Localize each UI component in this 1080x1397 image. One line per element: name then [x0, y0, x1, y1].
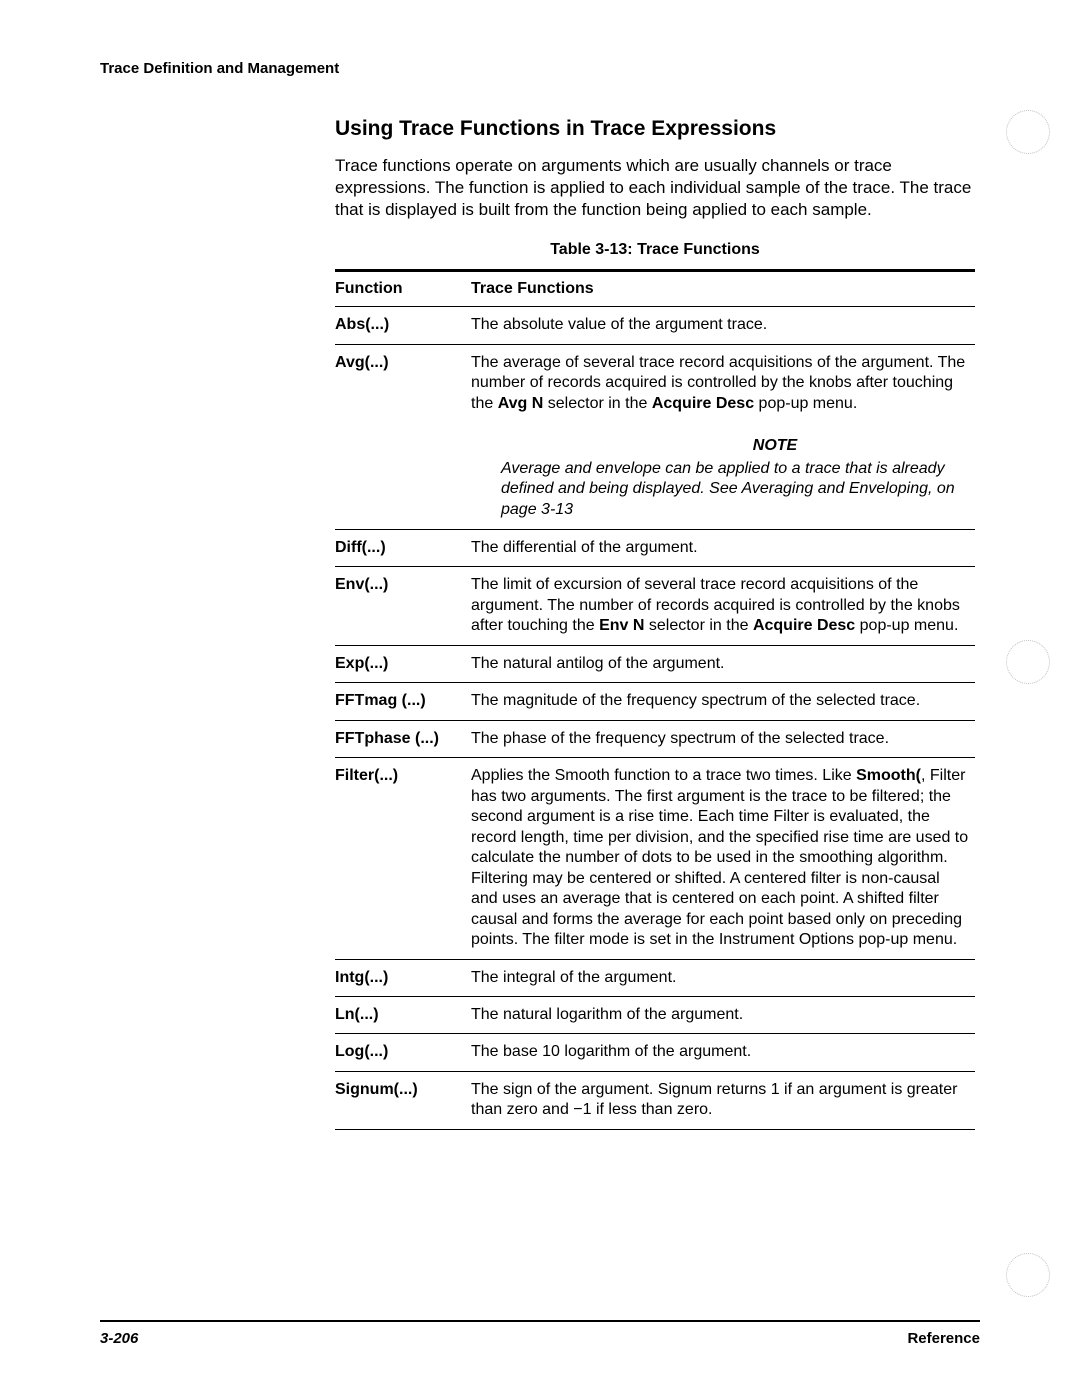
- table-row: Intg(...) The integral of the argument.: [335, 959, 975, 996]
- note-cell: NOTE Average and envelope can be applied…: [471, 422, 975, 529]
- fn-desc: The natural antilog of the argument.: [471, 645, 975, 682]
- table-row: Exp(...) The natural antilog of the argu…: [335, 645, 975, 682]
- punch-hole-icon: [1006, 1253, 1050, 1297]
- page-number: 3-206: [100, 1330, 138, 1347]
- text-span: Applies the Smooth function to a trace t…: [471, 767, 856, 784]
- fn-desc: Applies the Smooth function to a trace t…: [471, 758, 975, 959]
- table-row: Avg(...) The average of several trace re…: [335, 344, 975, 422]
- header-function: Function: [335, 271, 471, 307]
- punch-hole-icon: [1006, 640, 1050, 684]
- page: Trace Definition and Management Using Tr…: [0, 0, 1080, 1397]
- empty-cell: [335, 422, 471, 529]
- text-span: , Filter has two arguments. The first ar…: [471, 767, 968, 948]
- bold-span: Acquire Desc: [652, 395, 754, 412]
- table-row: FFTmag (...) The magnitude of the freque…: [335, 683, 975, 720]
- footer-ref: Reference: [907, 1330, 980, 1347]
- punch-hole-icon: [1006, 110, 1050, 154]
- fn-name: Intg(...): [335, 959, 471, 996]
- fn-desc: The average of several trace record acqu…: [471, 344, 975, 422]
- table-row: Ln(...) The natural logarithm of the arg…: [335, 996, 975, 1033]
- fn-name: Avg(...): [335, 344, 471, 422]
- table-row: Log(...) The base 10 logarithm of the ar…: [335, 1034, 975, 1071]
- fn-name: FFTphase (...): [335, 720, 471, 757]
- fn-desc: The base 10 logarithm of the argument.: [471, 1034, 975, 1071]
- fn-desc: The phase of the frequency spectrum of t…: [471, 720, 975, 757]
- fn-name: Ln(...): [335, 996, 471, 1033]
- header-desc: Trace Functions: [471, 271, 975, 307]
- table-caption: Table 3-13: Trace Functions: [335, 241, 975, 259]
- fn-desc: The differential of the argument.: [471, 530, 975, 567]
- text-span: pop-up menu.: [754, 395, 857, 412]
- bold-span: Acquire Desc: [753, 617, 855, 634]
- fn-desc: The integral of the argument.: [471, 959, 975, 996]
- note-label: NOTE: [581, 436, 969, 456]
- section-title: Using Trace Functions in Trace Expressio…: [335, 117, 975, 141]
- text-span: selector in the: [543, 395, 652, 412]
- note-block: NOTE Average and envelope can be applied…: [501, 436, 969, 521]
- fn-name: Env(...): [335, 567, 471, 645]
- table-row: FFTphase (...) The phase of the frequenc…: [335, 720, 975, 757]
- fn-name: Diff(...): [335, 530, 471, 567]
- content-column: Using Trace Functions in Trace Expressio…: [335, 117, 975, 1130]
- bold-span: Smooth(: [856, 767, 921, 784]
- table-row: Diff(...) The differential of the argume…: [335, 530, 975, 567]
- fn-desc: The natural logarithm of the argument.: [471, 996, 975, 1033]
- fn-desc: The sign of the argument. Signum returns…: [471, 1071, 975, 1129]
- fn-desc: The absolute value of the argument trace…: [471, 307, 975, 344]
- page-footer: 3-206 Reference: [100, 1320, 980, 1347]
- running-head: Trace Definition and Management: [100, 60, 980, 77]
- intro-paragraph: Trace functions operate on arguments whi…: [335, 155, 975, 221]
- bold-span: Env N: [599, 617, 644, 634]
- fn-name: Signum(...): [335, 1071, 471, 1129]
- fn-name: Filter(...): [335, 758, 471, 959]
- note-text: Average and envelope can be applied to a…: [501, 459, 969, 521]
- text-span: selector in the: [644, 617, 753, 634]
- fn-name: FFTmag (...): [335, 683, 471, 720]
- fn-name: Log(...): [335, 1034, 471, 1071]
- table-row: Signum(...) The sign of the argument. Si…: [335, 1071, 975, 1129]
- trace-functions-table: Function Trace Functions Abs(...) The ab…: [335, 269, 975, 1130]
- fn-desc: The magnitude of the frequency spectrum …: [471, 683, 975, 720]
- table-row: Env(...) The limit of excursion of sever…: [335, 567, 975, 645]
- table-row: Filter(...) Applies the Smooth function …: [335, 758, 975, 959]
- fn-name: Exp(...): [335, 645, 471, 682]
- fn-desc: The limit of excursion of several trace …: [471, 567, 975, 645]
- fn-name: Abs(...): [335, 307, 471, 344]
- note-row: NOTE Average and envelope can be applied…: [335, 422, 975, 529]
- table-row: Abs(...) The absolute value of the argum…: [335, 307, 975, 344]
- text-span: pop-up menu.: [855, 617, 958, 634]
- table-header-row: Function Trace Functions: [335, 271, 975, 307]
- bold-span: Avg N: [498, 395, 544, 412]
